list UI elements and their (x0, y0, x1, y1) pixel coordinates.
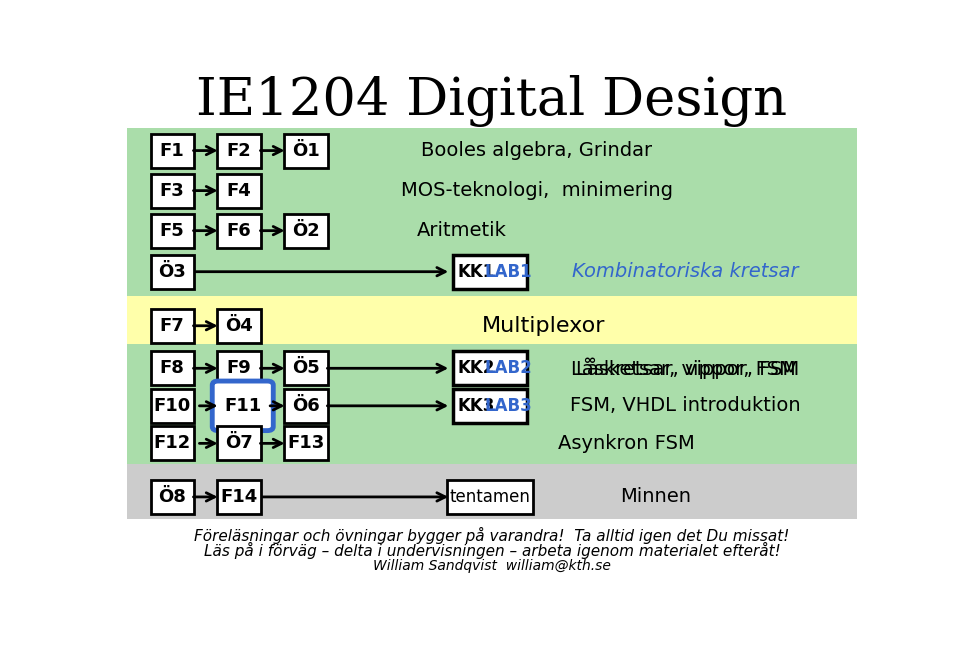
Text: FSM, VHDL introduktion: FSM, VHDL introduktion (570, 396, 801, 415)
Bar (447, 480, 533, 514)
Bar (151, 480, 194, 514)
Bar (284, 351, 327, 385)
Text: IE1204 Digital Design: IE1204 Digital Design (197, 75, 787, 127)
Bar (218, 133, 260, 168)
Bar (218, 480, 260, 514)
Bar (151, 389, 194, 423)
Text: KK2: KK2 (458, 359, 495, 377)
Text: LAB1: LAB1 (485, 263, 532, 281)
Bar (218, 351, 260, 385)
Text: Kombinatoriska kretsar: Kombinatoriska kretsar (572, 262, 799, 281)
Text: F5: F5 (159, 222, 184, 240)
Bar (218, 309, 260, 343)
Text: F7: F7 (159, 317, 184, 335)
Text: Aritmetik: Aritmetik (418, 221, 507, 240)
Text: F14: F14 (221, 488, 257, 506)
Bar (128, 464, 856, 519)
Text: Ö4: Ö4 (226, 317, 252, 335)
Text: MOS-teknologi,  minimering: MOS-teknologi, minimering (400, 181, 673, 200)
Text: Ö1: Ö1 (292, 142, 320, 159)
Text: Ö2: Ö2 (292, 222, 320, 240)
Text: LAB3: LAB3 (485, 397, 532, 415)
Bar (151, 255, 194, 289)
Text: Ö8: Ö8 (158, 488, 186, 506)
Text: KK1: KK1 (458, 263, 495, 281)
Bar (284, 389, 327, 423)
Bar (151, 133, 194, 168)
Bar (452, 255, 527, 289)
Text: Läs på i förväg – delta i undervisningen – arbeta igenom materialet efteråt!: Läs på i förväg – delta i undervisningen… (204, 543, 780, 560)
Text: F1: F1 (159, 142, 184, 159)
Bar (151, 426, 194, 460)
Text: LAB2: LAB2 (485, 359, 532, 377)
Text: F13: F13 (287, 434, 324, 452)
Text: Låsketsar, vippor, FSM: Låsketsar, vippor, FSM (576, 358, 795, 379)
Bar (452, 351, 527, 385)
Text: F3: F3 (159, 181, 184, 200)
Bar (128, 296, 856, 344)
Text: Ö6: Ö6 (292, 397, 320, 415)
Text: William Sandqvist  william@kth.se: William Sandqvist william@kth.se (373, 559, 611, 573)
Bar (284, 214, 327, 248)
Bar (151, 174, 194, 207)
FancyBboxPatch shape (212, 381, 274, 430)
Text: Minnen: Minnen (620, 488, 691, 506)
Text: tentamen: tentamen (449, 488, 530, 506)
Text: F8: F8 (159, 359, 184, 377)
Text: Föreläsningar och övningar bygger på varandra!  Ta alltid igen det Du missat!: Föreläsningar och övningar bygger på var… (194, 527, 790, 545)
Text: Ö7: Ö7 (226, 434, 252, 452)
Bar (151, 351, 194, 385)
Text: F4: F4 (227, 181, 252, 200)
Text: Multiplexor: Multiplexor (482, 316, 606, 336)
Bar (218, 214, 260, 248)
Bar (284, 133, 327, 168)
Text: F10: F10 (154, 397, 191, 415)
Text: F6: F6 (227, 222, 252, 240)
Bar (284, 426, 327, 460)
Bar (151, 309, 194, 343)
Text: Ö5: Ö5 (292, 359, 320, 377)
Text: KK3: KK3 (458, 397, 495, 415)
Text: F9: F9 (227, 359, 252, 377)
Bar (452, 389, 527, 423)
Text: F2: F2 (227, 142, 252, 159)
Bar (218, 426, 260, 460)
Bar (128, 344, 856, 464)
Text: F11: F11 (224, 397, 261, 415)
Bar (218, 174, 260, 207)
Text: Låskretsar, vippor, FSM: Låskretsar, vippor, FSM (571, 358, 800, 379)
Text: Ö3: Ö3 (158, 263, 186, 281)
Text: Booles algebra, Grindar: Booles algebra, Grindar (421, 141, 652, 160)
Text: F12: F12 (154, 434, 191, 452)
Text: Asynkron FSM: Asynkron FSM (558, 434, 694, 453)
Bar (128, 128, 856, 296)
Bar (151, 214, 194, 248)
